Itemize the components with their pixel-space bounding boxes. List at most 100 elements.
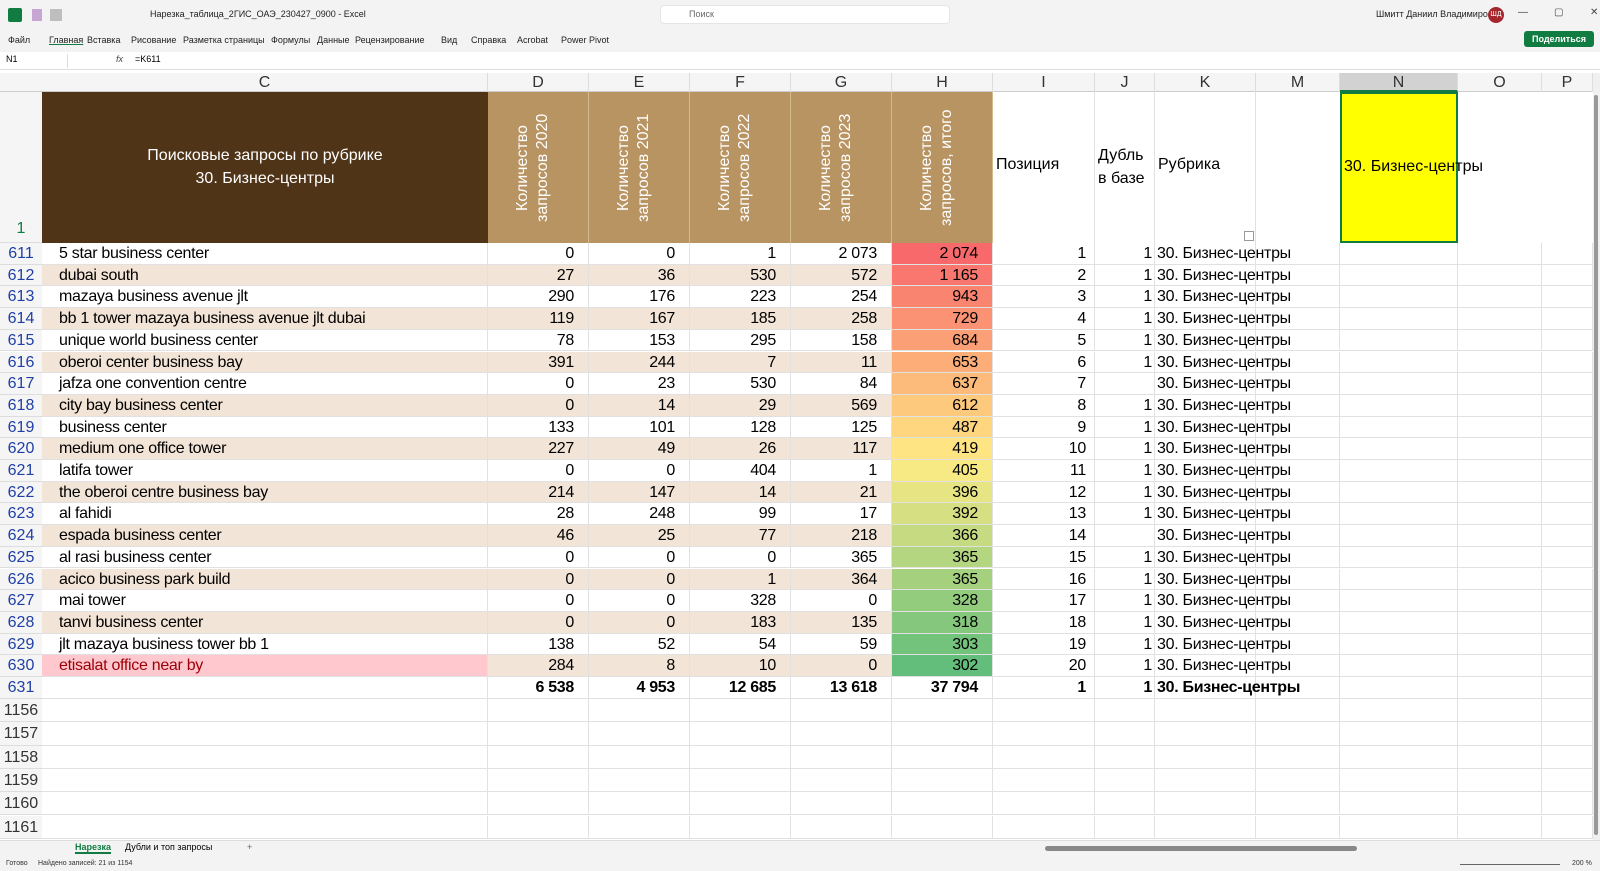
empty-cell[interactable] xyxy=(589,768,690,793)
empty-cell[interactable] xyxy=(1458,460,1542,482)
empty-cell[interactable] xyxy=(1340,655,1458,677)
cell[interactable]: 30. Бизнес-центры xyxy=(1155,394,1291,417)
cell[interactable]: 30. Бизнес-центры xyxy=(1155,590,1291,612)
cell[interactable]: 284 xyxy=(488,655,589,677)
cell[interactable]: 119 xyxy=(488,308,589,330)
empty-cell[interactable] xyxy=(1542,416,1593,439)
cell[interactable]: jlt mazaya business tower bb 1 xyxy=(42,633,488,656)
share-button[interactable]: Поделиться xyxy=(1524,31,1594,47)
cell[interactable]: 1 xyxy=(993,677,1095,699)
cell[interactable]: 30. Бизнес-центры xyxy=(1155,503,1291,526)
empty-cell[interactable] xyxy=(1340,264,1458,287)
cell[interactable]: 328 xyxy=(892,590,993,612)
empty-cell[interactable] xyxy=(1542,677,1593,699)
empty-cell[interactable] xyxy=(1256,460,1340,482)
column-header[interactable]: H xyxy=(892,73,993,92)
empty-cell[interactable] xyxy=(791,745,892,769)
empty-cell[interactable] xyxy=(1542,815,1593,839)
cell[interactable]: 30. Бизнес-центры xyxy=(1155,568,1291,591)
empty-cell[interactable] xyxy=(1095,722,1155,746)
ribbon-tab[interactable]: Вставка xyxy=(87,35,121,45)
row-number[interactable]: 617 xyxy=(0,373,42,395)
empty-cell[interactable] xyxy=(791,699,892,723)
cell[interactable]: 419 xyxy=(892,438,993,460)
empty-cell[interactable] xyxy=(1256,655,1340,677)
cell[interactable]: al fahidi xyxy=(42,503,488,526)
cell[interactable]: 18 xyxy=(993,611,1095,634)
empty-cell[interactable] xyxy=(1256,745,1340,769)
empty-cell[interactable] xyxy=(1458,438,1542,460)
cell[interactable]: 214 xyxy=(488,481,589,504)
sheet-tab[interactable]: + xyxy=(247,842,253,852)
cell[interactable]: 20 xyxy=(993,655,1095,677)
empty-cell[interactable] xyxy=(1542,286,1593,309)
empty-cell[interactable] xyxy=(1542,243,1593,265)
cell[interactable]: 183 xyxy=(690,611,791,634)
cell[interactable]: 185 xyxy=(690,308,791,330)
empty-cell[interactable] xyxy=(1542,264,1593,287)
empty-cell[interactable] xyxy=(791,768,892,793)
empty-cell[interactable] xyxy=(1256,416,1340,439)
cell[interactable]: 653 xyxy=(892,351,993,374)
cell[interactable]: 77 xyxy=(690,525,791,547)
empty-cell[interactable] xyxy=(1256,243,1340,265)
row-number[interactable]: 631 xyxy=(0,677,42,699)
empty-cell[interactable] xyxy=(1155,768,1256,793)
cell[interactable]: 0 xyxy=(488,394,589,417)
sheet-tab[interactable]: Дубли и топ запросы xyxy=(125,842,213,852)
empty-cell[interactable] xyxy=(993,768,1095,793)
cell[interactable]: 0 xyxy=(791,655,892,677)
row-number[interactable]: 627 xyxy=(0,590,42,612)
cell[interactable]: 1 xyxy=(1095,503,1155,526)
cell[interactable]: 19 xyxy=(993,633,1095,656)
cell[interactable]: 6 538 xyxy=(488,677,589,699)
empty-cell[interactable] xyxy=(1340,416,1458,439)
empty-cell[interactable] xyxy=(1458,568,1542,591)
cell[interactable]: 0 xyxy=(488,243,589,265)
empty-cell[interactable] xyxy=(1256,633,1340,656)
cell[interactable]: 1 xyxy=(791,460,892,482)
cell[interactable]: 2 xyxy=(993,264,1095,287)
cell[interactable]: 365 xyxy=(892,568,993,591)
empty-cell[interactable] xyxy=(1256,815,1340,839)
cell[interactable]: 1 xyxy=(1095,286,1155,309)
cell[interactable]: mazaya business avenue jlt xyxy=(42,286,488,309)
cell[interactable]: 138 xyxy=(488,633,589,656)
cell[interactable]: 30. Бизнес-центры xyxy=(1155,329,1291,352)
cell[interactable]: 23 xyxy=(589,373,690,395)
cell[interactable]: 328 xyxy=(690,590,791,612)
cell[interactable]: 13 618 xyxy=(791,677,892,699)
empty-cell[interactable] xyxy=(589,722,690,746)
empty-cell[interactable] xyxy=(1340,699,1458,723)
avatar[interactable]: ШД xyxy=(1488,7,1504,23)
cell[interactable]: 0 xyxy=(488,568,589,591)
cell[interactable]: espada business center xyxy=(42,525,488,547)
empty-cell[interactable] xyxy=(1256,590,1340,612)
cell[interactable]: business center xyxy=(42,416,488,439)
empty-cell[interactable] xyxy=(892,768,993,793)
ribbon-tab[interactable]: Power Pivot xyxy=(561,35,610,45)
cell[interactable]: 1 xyxy=(1095,416,1155,439)
cell[interactable]: 153 xyxy=(589,329,690,352)
cell[interactable]: al rasi business center xyxy=(42,546,488,569)
cell[interactable]: dubai south xyxy=(42,264,488,287)
cell[interactable]: bb 1 tower mazaya business avenue jlt du… xyxy=(42,308,488,330)
zoom-slider[interactable] xyxy=(1460,864,1560,865)
empty-cell[interactable] xyxy=(1256,699,1340,723)
empty-cell[interactable] xyxy=(1458,611,1542,634)
empty-cell[interactable] xyxy=(1340,525,1458,547)
empty-cell[interactable] xyxy=(1340,546,1458,569)
ribbon-tab[interactable]: Данные xyxy=(317,35,350,45)
empty-cell[interactable] xyxy=(1340,568,1458,591)
empty-cell[interactable] xyxy=(1458,699,1542,723)
cell[interactable]: 125 xyxy=(791,416,892,439)
empty-cell[interactable] xyxy=(791,815,892,839)
cell[interactable]: 46 xyxy=(488,525,589,547)
empty-cell[interactable] xyxy=(1458,655,1542,677)
cell[interactable]: 254 xyxy=(791,286,892,309)
row-number[interactable]: 621 xyxy=(0,460,42,482)
cell[interactable]: 1 xyxy=(1095,264,1155,287)
row-number[interactable]: 622 xyxy=(0,481,42,504)
empty-cell[interactable] xyxy=(892,745,993,769)
cell[interactable]: 6 xyxy=(993,351,1095,374)
